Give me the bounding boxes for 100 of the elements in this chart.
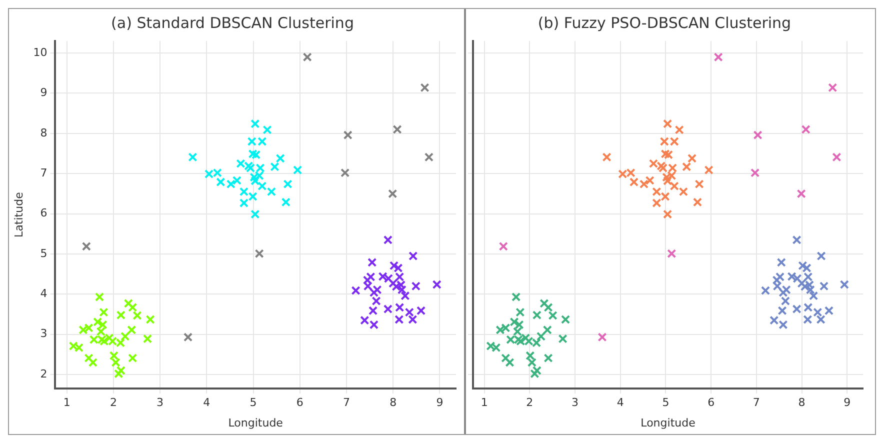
point	[142, 334, 152, 344]
point	[800, 282, 810, 292]
point	[548, 310, 558, 320]
point	[89, 335, 98, 344]
point	[254, 249, 264, 258]
point	[492, 343, 501, 352]
point	[832, 152, 842, 162]
point	[388, 189, 398, 198]
point	[104, 333, 114, 343]
point	[778, 320, 788, 330]
point	[74, 343, 84, 352]
y-tick-label: 6	[40, 206, 48, 220]
point	[392, 282, 401, 292]
point	[250, 176, 260, 186]
point	[239, 187, 248, 196]
point	[128, 302, 138, 312]
x-tick-label: 5	[250, 396, 257, 410]
point	[674, 125, 684, 134]
x-tick-label: 8	[798, 396, 806, 410]
point	[776, 258, 786, 267]
point	[532, 338, 542, 348]
point	[408, 251, 418, 261]
point	[372, 285, 382, 294]
point	[262, 125, 272, 134]
point	[183, 332, 193, 342]
point	[389, 261, 399, 270]
point	[146, 314, 155, 324]
point	[532, 310, 542, 320]
point	[250, 210, 260, 219]
y-tick-label: 8	[40, 126, 48, 140]
point	[388, 278, 398, 288]
point	[670, 182, 679, 191]
point	[360, 316, 370, 325]
chart-title: (a) Standard DBSCAN Clustering	[111, 14, 354, 32]
y-tick-label: 9	[40, 86, 48, 100]
point	[506, 335, 516, 344]
point	[530, 369, 540, 378]
point	[258, 182, 267, 191]
point	[770, 316, 779, 325]
point	[378, 272, 388, 282]
point	[804, 302, 813, 312]
point	[395, 302, 404, 312]
point	[246, 163, 256, 173]
point	[692, 198, 702, 207]
point	[120, 332, 130, 341]
point	[663, 119, 672, 128]
point	[824, 306, 834, 316]
point	[239, 198, 248, 208]
point	[663, 176, 672, 186]
point	[652, 187, 662, 196]
point	[819, 282, 829, 291]
y-axis-title: Latitude	[12, 192, 26, 238]
point	[648, 159, 658, 168]
point	[68, 341, 78, 351]
point	[302, 52, 312, 62]
point	[688, 154, 697, 163]
point	[116, 366, 126, 376]
point	[248, 149, 258, 158]
x-tick-label: 3	[572, 396, 579, 410]
point	[660, 192, 670, 202]
point	[792, 274, 802, 284]
point	[232, 176, 242, 185]
point	[250, 172, 259, 182]
point	[639, 180, 648, 189]
point	[542, 325, 552, 334]
point	[99, 308, 108, 317]
point	[276, 154, 285, 163]
point	[226, 180, 236, 189]
point	[660, 149, 670, 158]
point	[505, 358, 514, 368]
point	[782, 285, 791, 294]
point	[787, 272, 796, 282]
point	[281, 198, 290, 207]
point	[598, 332, 607, 342]
point	[540, 298, 549, 308]
point	[84, 323, 94, 332]
x-tick-label: 3	[156, 396, 164, 410]
point	[124, 298, 133, 308]
point	[351, 286, 360, 296]
point	[108, 336, 118, 346]
point	[524, 336, 534, 346]
y-tick-label: 4	[40, 287, 48, 300]
point	[244, 161, 254, 171]
point	[656, 161, 666, 171]
point	[760, 286, 770, 296]
point	[132, 310, 142, 320]
point	[558, 334, 568, 344]
point	[78, 325, 88, 334]
point	[496, 325, 505, 334]
point	[128, 354, 138, 363]
x-tick-label: 1	[480, 396, 488, 410]
point	[704, 165, 714, 175]
point	[392, 124, 402, 134]
point	[116, 310, 126, 320]
x-tick-label: 6	[708, 396, 715, 410]
point	[694, 180, 704, 189]
point	[252, 150, 261, 160]
x-tick-label: 9	[436, 396, 444, 410]
x-tick-label: 5	[662, 396, 670, 410]
y-tick-label: 7	[40, 166, 48, 180]
